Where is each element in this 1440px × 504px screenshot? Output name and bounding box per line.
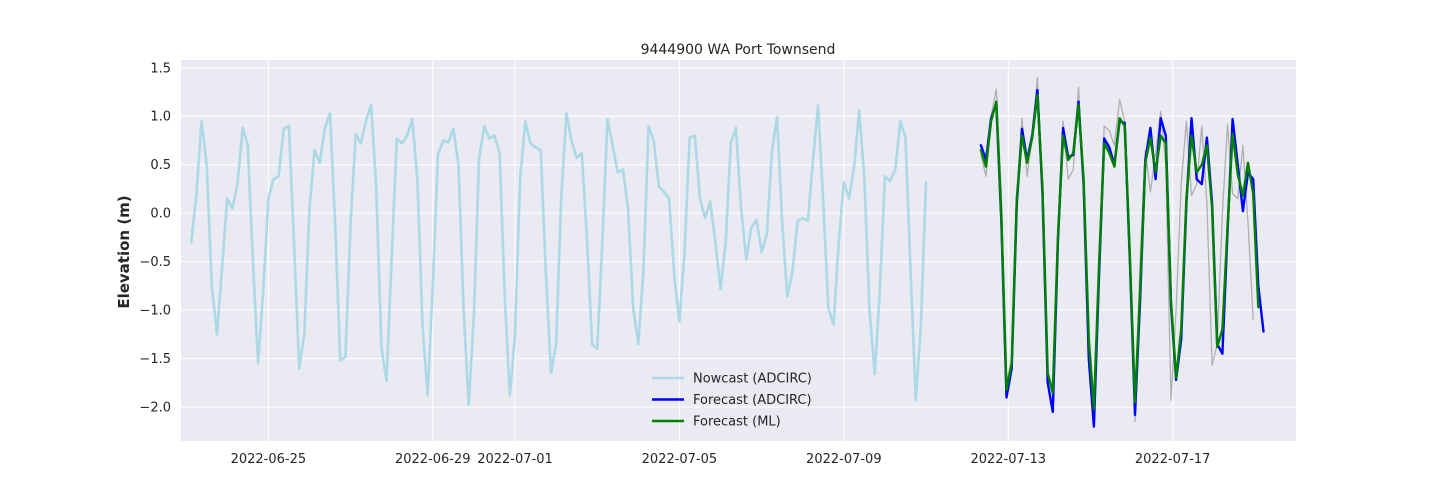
x-tick-label: 2022-07-13 [970, 452, 1046, 467]
y-tick-label: 0.5 [150, 158, 171, 173]
x-tick-label: 2022-07-17 [1135, 452, 1211, 467]
legend-label: Forecast (ADCIRC) [693, 393, 812, 408]
x-axis-ticks: 2022-06-25 2022-06-29 2022-07-01 2022-07-05… [231, 452, 1211, 467]
y-axis-label: Elevation (m) [115, 195, 133, 308]
y-tick-label: −0.5 [139, 255, 171, 270]
x-tick-label: 2022-07-09 [806, 452, 882, 467]
y-tick-label: 1.0 [150, 110, 171, 125]
x-tick-label: 2022-07-01 [477, 452, 553, 467]
x-tick-label: 2022-07-05 [642, 452, 718, 467]
plot-background [181, 60, 1296, 441]
legend-label: Nowcast (ADCIRC) [693, 372, 812, 387]
x-tick-label: 2022-06-29 [395, 452, 471, 467]
chart-title: 9444900 WA Port Townsend [641, 42, 836, 58]
legend-item: Forecast (ADCIRC) [652, 393, 812, 408]
y-tick-label: −1.0 [139, 304, 171, 319]
series-line-nowcast-adcirc [190, 103, 928, 407]
y-axis-ticks: −2.0 −1.5 −1.0 −0.5 0.0 0.5 1.0 1.5 [139, 61, 171, 415]
grid [181, 60, 1296, 441]
legend-label: Forecast (ML) [693, 415, 781, 430]
y-tick-label: 1.5 [150, 61, 171, 76]
series-line-observed [980, 76, 1254, 423]
y-tick-label: −2.0 [139, 401, 171, 416]
x-tick-label: 2022-06-25 [231, 452, 307, 467]
y-tick-label: 0.0 [150, 207, 171, 222]
series-layer [190, 76, 1265, 428]
legend-item: Forecast (ML) [652, 415, 781, 430]
y-tick-label: −1.5 [139, 352, 171, 367]
legend: Nowcast (ADCIRC) Forecast (ADCIRC) Forecas… [652, 372, 812, 430]
series-line-forecast-ml [979, 93, 1260, 411]
legend-item: Nowcast (ADCIRC) [652, 372, 812, 387]
